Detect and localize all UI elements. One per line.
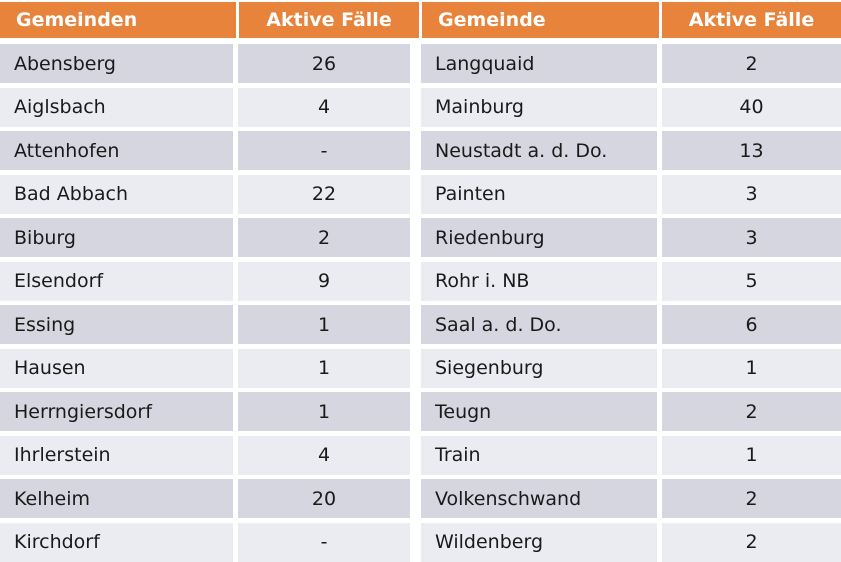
aktive-faelle-cell-right: 3: [662, 218, 841, 257]
gemeinde-cell-right: Mainburg: [421, 87, 657, 127]
table-row: Bad Abbach 22 Painten 3: [0, 174, 841, 214]
gemeinde-cell-left: Bad Abbach: [0, 174, 233, 214]
table-row: Kirchdorf - Wildenberg 2: [0, 522, 841, 562]
aktive-faelle-cell-left: 1: [238, 348, 410, 388]
column-header-aktive-faelle-left: Aktive Fälle: [239, 2, 419, 38]
aktive-faelle-cell-right: 13: [662, 131, 841, 170]
aktive-faelle-cell-left: 22: [238, 174, 410, 214]
aktive-faelle-cell-right: 1: [662, 348, 841, 388]
gemeinde-cell-left: Elsendorf: [0, 261, 233, 301]
table-row: Elsendorf 9 Rohr i. NB 5: [0, 261, 841, 301]
table-row: Biburg 2 Riedenburg 3: [0, 218, 841, 257]
table-row: Essing 1 Saal a. d. Do. 6: [0, 305, 841, 344]
aktive-faelle-cell-left: -: [238, 131, 410, 170]
table-row: Abensberg 26 Langquaid 2: [0, 44, 841, 83]
gemeinde-cell-right: Volkenschwand: [421, 479, 657, 518]
table-header-row: Gemeinden Aktive Fälle Gemeinde Aktive F…: [0, 2, 841, 38]
gemeinde-cell-left: Herrngiersdorf: [0, 392, 233, 431]
gemeinde-cell-right: Train: [421, 435, 657, 475]
aktive-faelle-cell-right: 40: [662, 87, 841, 127]
aktive-faelle-cell-right: 3: [662, 174, 841, 214]
gemeinde-cell-left: Hausen: [0, 348, 233, 388]
table-row: Hausen 1 Siegenburg 1: [0, 348, 841, 388]
aktive-faelle-cell-right: 5: [662, 261, 841, 301]
gemeinde-cell-right: Siegenburg: [421, 348, 657, 388]
aktive-faelle-cell-right: 1: [662, 435, 841, 475]
aktive-faelle-cell-left: 1: [238, 392, 410, 431]
gemeinde-cell-left: Abensberg: [0, 44, 233, 83]
gemeinde-cell-left: Biburg: [0, 218, 233, 257]
gemeinde-cell-right: Teugn: [421, 392, 657, 431]
aktive-faelle-cell-left: 4: [238, 435, 410, 475]
table-row: Attenhofen - Neustadt a. d. Do. 13: [0, 131, 841, 170]
aktive-faelle-cell-left: 4: [238, 87, 410, 127]
aktive-faelle-cell-left: 26: [238, 44, 410, 83]
column-header-gemeinden: Gemeinden: [0, 2, 236, 38]
aktive-faelle-cell-left: 1: [238, 305, 410, 344]
table-row: Aiglsbach 4 Mainburg 40: [0, 87, 841, 127]
gemeinde-cell-right: Saal a. d. Do.: [421, 305, 657, 344]
gemeinde-cell-left: Ihrlerstein: [0, 435, 233, 475]
table-row: Ihrlerstein 4 Train 1: [0, 435, 841, 475]
aktive-faelle-cell-right: 2: [662, 522, 841, 562]
aktive-faelle-cell-right: 2: [662, 479, 841, 518]
aktive-faelle-cell-left: 20: [238, 479, 410, 518]
aktive-faelle-cell-left: -: [238, 522, 410, 562]
gemeinde-cell-left: Attenhofen: [0, 131, 233, 170]
table-row: Kelheim 20 Volkenschwand 2: [0, 479, 841, 518]
gemeinde-cell-left: Kelheim: [0, 479, 233, 518]
column-header-gemeinde: Gemeinde: [422, 2, 659, 38]
gemeinde-cell-right: Painten: [421, 174, 657, 214]
aktive-faelle-cell-right: 2: [662, 44, 841, 83]
aktive-faelle-cell-right: 2: [662, 392, 841, 431]
gemeinde-cell-right: Riedenburg: [421, 218, 657, 257]
table-row: Herrngiersdorf 1 Teugn 2: [0, 392, 841, 431]
aktive-faelle-cell-left: 2: [238, 218, 410, 257]
aktive-faelle-cell-right: 6: [662, 305, 841, 344]
gemeinde-cell-right: Neustadt a. d. Do.: [421, 131, 657, 170]
gemeinde-cell-right: Langquaid: [421, 44, 657, 83]
table-body: Abensberg 26 Langquaid 2 Aiglsbach 4 Mai…: [0, 44, 841, 562]
gemeinde-cell-left: Kirchdorf: [0, 522, 233, 562]
aktive-faelle-cell-left: 9: [238, 261, 410, 301]
gemeinde-cell-right: Wildenberg: [421, 522, 657, 562]
column-header-aktive-faelle-right: Aktive Fälle: [662, 2, 841, 38]
gemeinde-cell-right: Rohr i. NB: [421, 261, 657, 301]
gemeinde-cell-left: Aiglsbach: [0, 87, 233, 127]
gemeinde-cell-left: Essing: [0, 305, 233, 344]
